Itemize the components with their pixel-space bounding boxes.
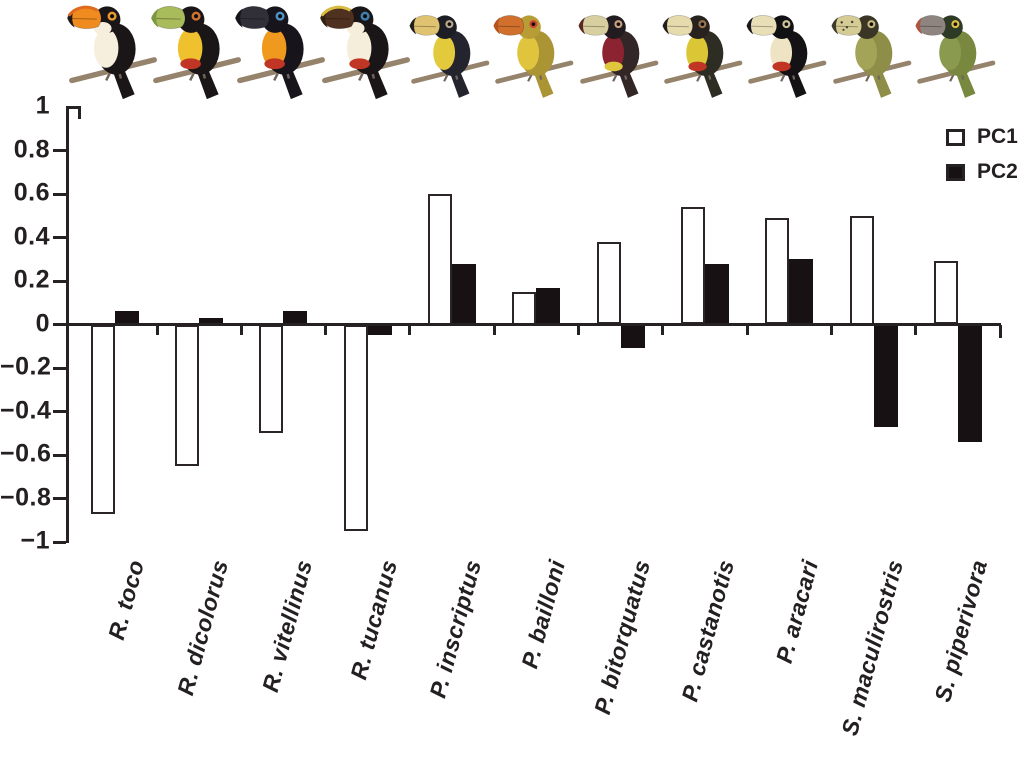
- bar-pc1-10: [849, 215, 874, 325]
- legend-label: PC2: [977, 160, 1018, 183]
- bird-image-p-bailloni: [490, 8, 582, 104]
- bird-image-p-inscriptus: [406, 8, 498, 104]
- bar-pc1-6: [512, 291, 537, 325]
- bird-image-r-toco: [63, 0, 167, 106]
- x-axis-tick: [745, 325, 749, 335]
- x-axis-tick: [914, 325, 918, 335]
- bar-pc1-4: [343, 324, 368, 532]
- y-axis-tick: [53, 279, 66, 283]
- x-category-label: S. maculirostris: [835, 557, 908, 739]
- y-tick-label: 0.4: [13, 221, 50, 250]
- bird-image-p-aracari: [743, 8, 835, 104]
- x-category-label: P. bitorquatus: [588, 557, 655, 717]
- bar-pc2-1: [114, 311, 139, 325]
- bar-pc1-3: [259, 324, 284, 434]
- bird-image-s-piperivora: [912, 8, 1004, 104]
- y-axis-tick: [53, 366, 66, 370]
- bird-image-p-bitorquatus: [575, 8, 667, 104]
- y-tick-label: −0.8: [0, 482, 52, 511]
- bar-pc2-2: [199, 317, 224, 325]
- bar-pc2-3: [283, 311, 308, 325]
- bar-pc2-6: [536, 287, 561, 325]
- y-axis-tick: [53, 323, 66, 326]
- y-axis-tick: [53, 453, 66, 457]
- bar-pc2-10: [873, 324, 898, 427]
- bird-image-r-vitellinus: [231, 0, 335, 106]
- x-axis-tick: [408, 325, 412, 335]
- x-category-label: S. piperivora: [929, 557, 992, 705]
- x-axis-tick: [829, 325, 833, 335]
- x-axis-tick: [155, 325, 159, 335]
- y-axis-tick: [53, 497, 66, 500]
- bar-pc1-7: [596, 241, 621, 325]
- x-axis-end-cap: [998, 325, 1002, 338]
- x-axis-line: [66, 323, 1001, 326]
- legend-item-pc2: PC2: [946, 159, 1018, 185]
- y-tick-label: 0.6: [13, 178, 50, 207]
- bird-row: [0, 0, 1024, 110]
- x-category-label: R. tucanus: [345, 557, 402, 683]
- bar-pc2-9: [789, 259, 814, 325]
- bar-pc1-11: [933, 261, 958, 325]
- y-axis-top-cap-stub: [78, 105, 81, 119]
- bar-pc1-9: [765, 217, 790, 325]
- x-category-label: P. bailloni: [516, 557, 571, 672]
- x-axis-tick: [324, 325, 328, 335]
- bird-image-r-tucanus: [316, 0, 420, 106]
- y-axis-tick: [53, 410, 66, 413]
- bar-pc1-1: [90, 324, 115, 514]
- y-axis-top-cap: [66, 105, 81, 109]
- y-tick-label: −0.2: [0, 352, 52, 381]
- chart-legend: PC1 PC2: [946, 124, 1018, 194]
- y-axis-tick: [53, 149, 66, 152]
- x-category-label: R. toco: [102, 557, 149, 643]
- legend-label: PC1: [977, 125, 1018, 148]
- x-category-label: R. dicolorus: [172, 557, 234, 698]
- x-category-label: P. inscriptus: [424, 557, 487, 701]
- bird-image-r-dicolorus: [147, 0, 251, 106]
- legend-item-pc1: PC1: [946, 124, 1018, 150]
- y-axis-tick: [53, 236, 66, 239]
- x-axis-tick: [577, 325, 580, 335]
- bird-image-p-castanotis: [659, 8, 751, 104]
- bar-pc1-2: [175, 324, 200, 466]
- y-tick-label: 0.2: [13, 265, 50, 294]
- bar-pc2-5: [452, 263, 477, 325]
- y-tick-label: 0: [35, 308, 50, 337]
- bird-image-s-maculirostris: [828, 8, 920, 104]
- x-axis-tick: [492, 325, 496, 335]
- bar-pc1-8: [680, 207, 705, 325]
- x-category-label: P. castanotis: [676, 557, 740, 705]
- y-axis-tick: [53, 192, 66, 196]
- legend-swatch-pc2: [946, 163, 965, 181]
- y-axis-tick: [53, 540, 66, 544]
- x-category-label: R. vitellinus: [257, 557, 318, 695]
- y-tick-label: −0.4: [0, 395, 52, 424]
- y-tick-label: −1: [20, 526, 50, 555]
- bar-pc2-7: [620, 324, 645, 349]
- y-tick-label: 0.8: [13, 134, 50, 163]
- x-category-label: P. aracari: [770, 557, 824, 666]
- x-axis-tick: [661, 325, 665, 335]
- legend-swatch-pc1: [946, 128, 965, 146]
- bar-pc2-11: [957, 324, 982, 442]
- x-axis-tick: [239, 325, 243, 335]
- bar-pc2-8: [704, 263, 729, 325]
- bar-pc1-5: [428, 194, 453, 325]
- bar-pc2-4: [367, 324, 392, 336]
- y-tick-label: −0.6: [0, 439, 52, 468]
- y-tick-label: 1: [35, 91, 50, 120]
